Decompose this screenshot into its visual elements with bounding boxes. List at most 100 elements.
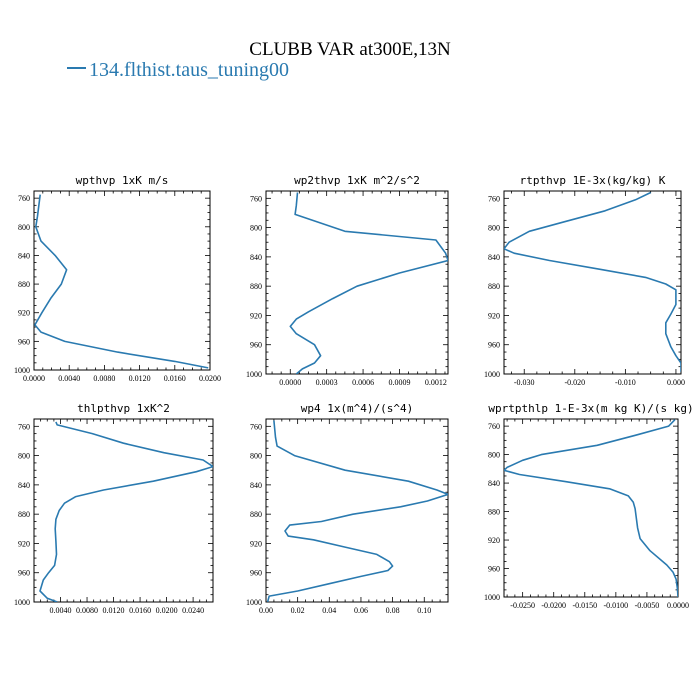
y-tick-label: 800 [488, 224, 500, 233]
panel-title: wprtpthlp 1-E-3x(m kg K)/(s kg) [488, 402, 693, 415]
plot-frame [265, 190, 449, 375]
x-tick-label: 0.06 [354, 606, 368, 615]
x-tick-label: 0.0000 [23, 374, 45, 383]
y-minor-ticks [504, 418, 678, 598]
y-tick-label: 1000 [14, 598, 30, 607]
plot-frame [503, 190, 682, 375]
x-ticks [265, 419, 449, 602]
y-minor-ticks [34, 190, 210, 371]
series-line [34, 194, 209, 369]
y-tick-label: 1000 [246, 598, 262, 607]
y-tick-label: 800 [488, 451, 500, 460]
y-tick-label: 760 [250, 194, 262, 203]
x-tick-label: 0.0120 [129, 374, 151, 383]
x-tick-label: 0.0000 [279, 378, 301, 387]
x-tick-label: 0.0120 [103, 606, 125, 615]
y-tick-label: 840 [250, 481, 262, 490]
series-line [266, 420, 448, 602]
chart-panel-6: wprtpthlp 1-E-3x(m kg K)/(s kg) 760 800 840… [484, 402, 694, 610]
y-minor-ticks [266, 418, 448, 603]
series-line [504, 419, 678, 597]
x-ticks [271, 191, 446, 374]
panel-title: rtpthvp 1E-3x(kg/kg) K [520, 174, 666, 187]
y-minor-ticks [34, 418, 213, 603]
y-tick-label: 760 [18, 194, 30, 203]
x-tick-label: -0.0150 [572, 601, 597, 610]
figure-title: CLUBB VAR at300E,13N [249, 39, 451, 60]
legend-label: 134.flthist.taus_tuning00 [89, 59, 289, 81]
y-tick-label: 880 [250, 282, 262, 291]
y-tick-label: 840 [250, 253, 262, 262]
x-ticks [33, 191, 211, 370]
chart-panel-4: thlpthvp 1xK^2 760 800 840 880 920 960 1000 0.00… [14, 402, 214, 615]
y-tick-label: 760 [488, 194, 500, 203]
x-tick-label: 0.0160 [129, 606, 151, 615]
y-tick-label: 920 [250, 539, 262, 548]
x-tick-label: 0.02 [291, 606, 305, 615]
x-tick-label: 0.0009 [388, 378, 410, 387]
x-tick-label: 0.0040 [50, 606, 72, 615]
x-tick-label: 0.0160 [164, 374, 186, 383]
x-tick-label: 0.0240 [182, 606, 204, 615]
x-tick-label: 0.0000 [667, 601, 689, 610]
y-tick-label: 920 [18, 309, 30, 318]
y-tick-label: 840 [488, 253, 500, 262]
x-ticks [506, 419, 679, 597]
plot-frame [265, 418, 449, 603]
y-tick-label: 960 [250, 341, 262, 350]
y-tick-label: 800 [18, 223, 30, 232]
y-tick-label: 880 [18, 510, 30, 519]
chart-panel-1: wpthvp 1xK m/s76080084088092096010000.00… [14, 174, 221, 383]
series-line [39, 421, 213, 602]
panel-title: thlpthvp 1xK^2 [77, 402, 170, 415]
y-tick-label: 840 [18, 481, 30, 490]
chart-panel-2: wp2thvp 1xK m^2/s^2 760 800 840 880 920 960 100… [246, 174, 449, 387]
x-tick-label: 0.10 [417, 606, 431, 615]
chart-panels: wpthvp 1xK m/s76080084088092096010000.00… [14, 174, 694, 615]
y-tick-label: 840 [488, 479, 500, 488]
x-tick-label: 0.0200 [156, 606, 178, 615]
plot-frame [33, 190, 211, 371]
x-tick-label: -0.020 [564, 378, 585, 387]
y-tick-label: 880 [488, 282, 500, 291]
y-tick-label: 1000 [484, 593, 500, 602]
x-tick-label: 0.08 [386, 606, 400, 615]
x-ticks [33, 419, 214, 602]
x-tick-label: 0.0200 [199, 374, 221, 383]
x-tick-label: -0.0100 [604, 601, 629, 610]
y-tick-label: 760 [488, 422, 500, 431]
y-minor-ticks [266, 190, 448, 375]
y-tick-label: 920 [18, 539, 30, 548]
plot-frame [503, 418, 679, 598]
x-ticks [511, 191, 677, 374]
x-tick-label: 0.0080 [93, 374, 115, 383]
y-tick-label: 960 [488, 565, 500, 574]
y-tick-label: 800 [18, 452, 30, 461]
chart-panel-5: wp4 1x(m^4)/(s^4)76080084088092096010000… [246, 402, 449, 615]
panel-title: wp4 1x(m^4)/(s^4) [301, 402, 414, 415]
y-tick-label: 840 [18, 251, 30, 260]
y-tick-label: 920 [250, 311, 262, 320]
y-tick-label: 880 [488, 508, 500, 517]
x-tick-label: 0.0012 [425, 378, 447, 387]
y-tick-label: 960 [18, 569, 30, 578]
y-tick-label: 1000 [14, 366, 30, 375]
x-tick-label: 0.0040 [58, 374, 80, 383]
y-tick-label: 800 [250, 224, 262, 233]
y-tick-label: 760 [18, 422, 30, 431]
x-tick-label: -0.0200 [541, 601, 566, 610]
plot-frame [33, 418, 214, 603]
x-tick-label: 0.00 [259, 606, 273, 615]
series-line [289, 192, 448, 374]
y-minor-ticks [504, 190, 681, 375]
y-tick-label: 960 [18, 337, 30, 346]
x-tick-label: -0.010 [615, 378, 636, 387]
panel-title: wpthvp 1xK m/s [76, 174, 169, 187]
x-tick-label: 0.0080 [76, 606, 98, 615]
y-tick-label: 880 [250, 510, 262, 519]
x-tick-label: 0.0003 [316, 378, 338, 387]
y-tick-label: 1000 [246, 370, 262, 379]
y-tick-label: 760 [250, 422, 262, 431]
x-tick-label: 0.04 [322, 606, 336, 615]
